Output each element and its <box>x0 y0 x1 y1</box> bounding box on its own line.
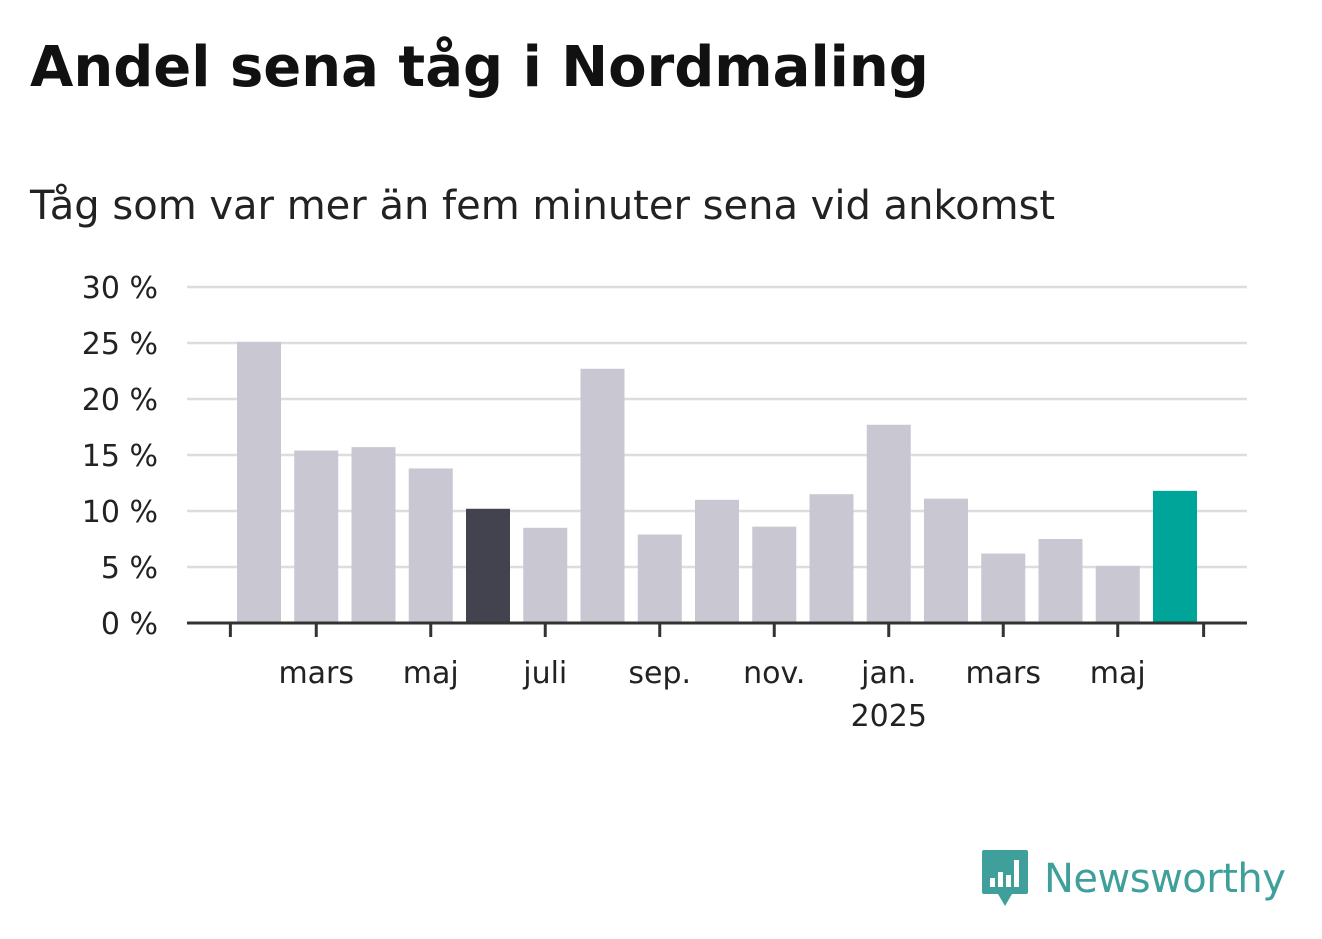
x-tick-label: maj <box>403 656 459 691</box>
y-tick-label: 5 % <box>101 551 158 586</box>
newsworthy-logo: Newsworthy <box>980 848 1286 910</box>
bar <box>1153 490 1197 623</box>
y-tick-label: 30 % <box>82 271 158 306</box>
bar <box>1038 539 1083 623</box>
bar <box>466 508 510 623</box>
x-tick-label: nov. <box>743 656 805 691</box>
x-tick-sublabel: 2025 <box>851 699 927 734</box>
x-tick-label: juli <box>522 656 567 691</box>
bar <box>809 494 854 623</box>
chart-title: Andel sena tåg i Nordmaling <box>30 35 929 100</box>
bar <box>695 499 739 623</box>
y-tick-label: 15 % <box>82 439 158 474</box>
x-tick-label: mars <box>965 656 1041 691</box>
bar <box>1095 565 1140 623</box>
bar <box>408 468 453 623</box>
bar <box>580 368 625 623</box>
bar <box>866 424 911 623</box>
x-tick-label: mars <box>278 656 354 691</box>
bar <box>637 534 682 623</box>
bar <box>237 341 281 623</box>
brand-name: Newsworthy <box>1044 856 1286 902</box>
bar <box>523 527 568 623</box>
newsworthy-logo-icon <box>982 850 1028 906</box>
x-tick-label: sep. <box>628 656 691 691</box>
x-axis <box>187 621 1247 637</box>
chart-subtitle: Tåg som var mer än fem minuter sena vid … <box>30 183 1056 229</box>
x-tick-label: jan. <box>860 656 916 691</box>
x-axis-labels: mars maj juli sep. nov. jan. 2025 mars maj <box>278 656 1145 734</box>
bars <box>237 341 1197 623</box>
y-axis-labels: 0 % 5 % 10 % 15 % 20 % 25 % 30 % <box>82 271 158 642</box>
bar <box>294 450 339 623</box>
y-tick-label: 0 % <box>101 607 158 642</box>
y-tick-label: 10 % <box>82 495 158 530</box>
y-tick-label: 20 % <box>82 383 158 418</box>
bar <box>752 526 797 623</box>
bar <box>351 447 396 623</box>
x-tick-label: maj <box>1090 656 1146 691</box>
y-tick-label: 25 % <box>82 327 158 362</box>
bar <box>981 553 1026 623</box>
bar <box>924 498 968 623</box>
